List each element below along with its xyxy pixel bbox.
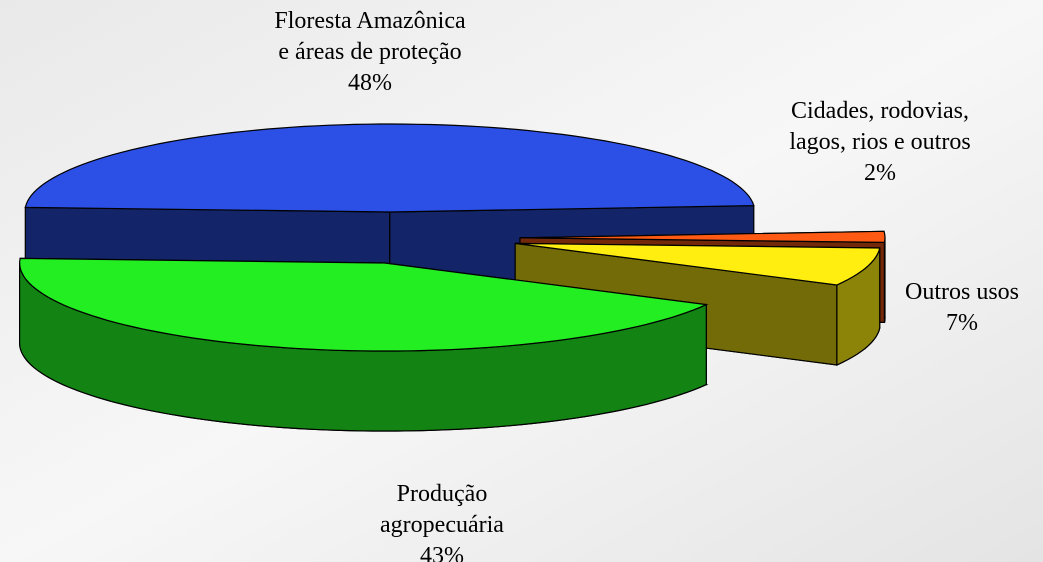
slice-label-line: e áreas de proteção bbox=[278, 39, 461, 65]
slice-value-label: 43% bbox=[420, 543, 464, 562]
slice-label-line: Produção bbox=[397, 481, 488, 507]
slice-label-line: agropecuária bbox=[380, 512, 504, 538]
slice bbox=[519, 230, 886, 244]
labels: Floresta Amazônica e áreas de proteção 48%… bbox=[274, 8, 1019, 562]
slice-value-label: 7% bbox=[946, 310, 978, 336]
slice bbox=[24, 123, 755, 213]
slice-side bbox=[883, 237, 886, 323]
pie bbox=[19, 123, 886, 432]
slice-value-label: 48% bbox=[348, 70, 392, 96]
slice-label: Outros usos 7% bbox=[905, 279, 1019, 336]
slice-label: Cidades, rodovias, lagos, rios e outros 2% bbox=[789, 98, 970, 186]
slice-label-line: Floresta Amazônica bbox=[274, 8, 466, 34]
slice-label-line: Cidades, rodovias, bbox=[791, 98, 969, 124]
slice-label: Produção agropecuária 43% bbox=[380, 481, 504, 562]
slice bbox=[515, 242, 881, 286]
slice-label: Floresta Amazônica e áreas de proteção 48% bbox=[274, 8, 466, 96]
slice-value-label: 2% bbox=[864, 160, 896, 186]
slice bbox=[19, 257, 709, 352]
slice-label-line: Outros usos bbox=[905, 279, 1019, 305]
slice-label-line: lagos, rios e outros bbox=[789, 129, 970, 155]
